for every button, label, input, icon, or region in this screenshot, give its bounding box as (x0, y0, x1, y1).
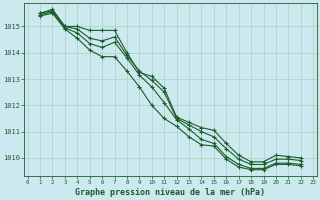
X-axis label: Graphe pression niveau de la mer (hPa): Graphe pression niveau de la mer (hPa) (76, 188, 265, 197)
